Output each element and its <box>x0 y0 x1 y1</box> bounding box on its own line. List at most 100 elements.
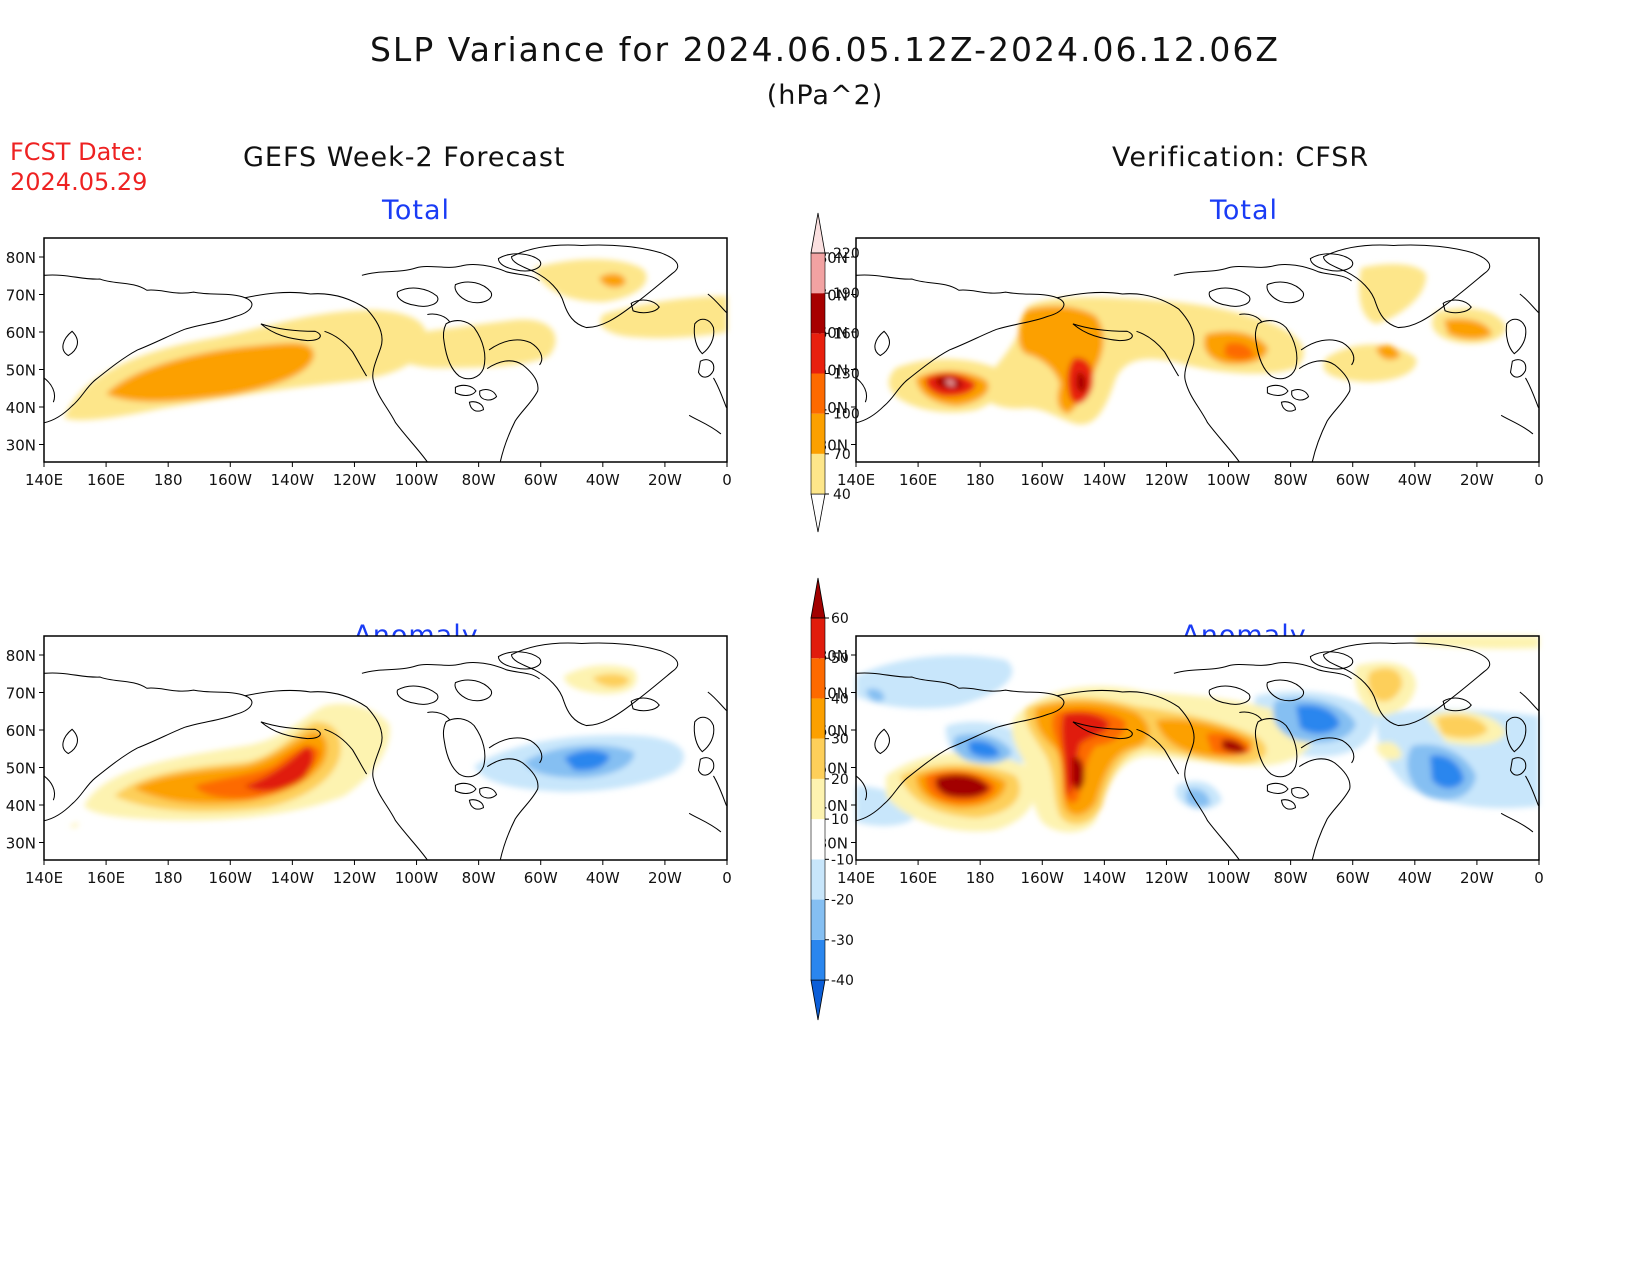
lon-tick-label: 160E <box>87 471 125 489</box>
lon-tick-label: 0 <box>1534 471 1544 489</box>
lon-tick-label: 160W <box>209 869 253 887</box>
lon-tick-label: 40W <box>586 471 620 489</box>
lat-tick-label: 80N <box>6 249 36 267</box>
lon-tick-label: 80W <box>1274 869 1308 887</box>
lon-tick-label: 40W <box>586 869 620 887</box>
lon-tick-label: 120W <box>1145 471 1189 489</box>
panel-title-top-left: Total <box>381 195 451 226</box>
colorbar-tick-label: -30 <box>831 933 854 949</box>
colorbar-tick-label: 220 <box>833 246 860 262</box>
colorbar-bin <box>811 899 825 940</box>
shading-verification-anomaly <box>856 636 1539 833</box>
lon-tick-label: 140E <box>25 471 63 489</box>
lon-tick-label: 100W <box>1207 869 1251 887</box>
lon-tick-label: 100W <box>395 869 439 887</box>
lon-tick-label: 160E <box>899 471 937 489</box>
lon-tick-label: 140E <box>837 869 875 887</box>
shading-verification-total <box>888 264 1506 425</box>
colorbar-bin <box>811 293 825 334</box>
lat-tick-label: 40N <box>6 399 36 417</box>
colorbar-bin <box>811 333 825 374</box>
lon-tick-label: 20W <box>648 869 682 887</box>
lon-tick-label: 20W <box>648 471 682 489</box>
colorbar-tick-label: 60 <box>831 611 849 627</box>
colorbar-tick-label: 30 <box>831 732 849 748</box>
lon-tick-label: 100W <box>395 471 439 489</box>
colorbar-bin <box>810 493 826 533</box>
lon-tick-label: 180 <box>966 471 995 489</box>
lon-tick-label: 140W <box>271 869 315 887</box>
colorbar-bin <box>811 738 825 779</box>
colorbar-bin <box>811 698 825 739</box>
left-column-title: GEFS Week-2 Forecast <box>243 142 566 173</box>
lon-tick-label: 80W <box>462 869 496 887</box>
lat-tick-label: 30N <box>6 835 36 853</box>
lon-tick-label: 40W <box>1398 471 1432 489</box>
colorbar-tick-label: 130 <box>833 367 860 383</box>
lat-tick-label: 50N <box>6 362 36 380</box>
colorbar-tick-label: 20 <box>831 772 849 788</box>
colorbar-tick-label: 40 <box>833 487 851 503</box>
lat-tick-label: 40N <box>6 797 36 815</box>
colorbar-bin <box>811 618 825 659</box>
colorbar-tick-label: -40 <box>831 973 854 989</box>
colorbar-anomaly: -40 -30 -20 -10 10 20 30 40 50 60 <box>810 577 854 1021</box>
right-column-title: Verification: CFSR <box>1112 142 1370 173</box>
lon-tick-label: 160W <box>1021 471 1065 489</box>
colorbar-bin <box>811 373 825 414</box>
colorbar-tick-label: 10 <box>831 812 849 828</box>
colorbar-tick-label: 70 <box>833 447 851 463</box>
colorbar-tick-label: 160 <box>833 326 860 342</box>
colorbar-tick-label: 50 <box>831 651 849 667</box>
lon-tick-label: 160W <box>209 471 253 489</box>
fcst-date-label: FCST Date: <box>10 138 144 166</box>
lon-tick-label: 0 <box>1534 869 1544 887</box>
colorbar-bin <box>811 859 825 900</box>
lon-tick-label: 20W <box>1460 869 1494 887</box>
lon-tick-label: 160E <box>899 869 937 887</box>
main-title: SLP Variance for 2024.06.05.12Z-2024.06.… <box>369 30 1281 69</box>
colorbar-bin <box>811 453 825 494</box>
map-panel-forecast-total <box>43 237 728 463</box>
lon-tick-label: 60W <box>524 471 558 489</box>
lon-tick-label: 80W <box>462 471 496 489</box>
lat-tick-label: 70N <box>6 287 36 305</box>
lon-tick-label: 60W <box>1336 869 1370 887</box>
colorbar-tick-label: -10 <box>831 852 854 868</box>
fcst-date-value: 2024.05.29 <box>10 168 148 196</box>
lon-tick-label: 20W <box>1460 471 1494 489</box>
lat-tick-label: 70N <box>6 685 36 703</box>
lat-tick-label: 30N <box>6 437 36 455</box>
lon-tick-label: 160W <box>1021 869 1065 887</box>
panel-title-top-right: Total <box>1209 195 1279 226</box>
colorbar-total: 40 70 100 130 160 190 220 <box>810 212 860 533</box>
lon-tick-label: 40W <box>1398 869 1432 887</box>
lon-tick-label: 120W <box>333 869 377 887</box>
colorbar-tick-label: 40 <box>831 691 849 707</box>
lon-tick-label: 60W <box>524 869 558 887</box>
lat-tick-label: 60N <box>6 722 36 740</box>
lon-tick-label: 60W <box>1336 471 1370 489</box>
lon-tick-label: 180 <box>154 471 183 489</box>
map-panel-verification-total <box>855 237 1540 463</box>
units-label: (hPa^2) <box>766 80 884 111</box>
lon-tick-label: 160E <box>87 869 125 887</box>
lon-tick-label: 180 <box>154 869 183 887</box>
shading-forecast-anomaly <box>69 665 684 828</box>
lon-tick-label: 120W <box>333 471 377 489</box>
lon-tick-label: 180 <box>966 869 995 887</box>
shading-forecast-total <box>64 259 727 421</box>
colorbar-tick-label: 100 <box>833 407 860 423</box>
lon-tick-label: 0 <box>722 869 732 887</box>
colorbar-bin <box>811 939 825 980</box>
colorbar-bin <box>810 212 826 254</box>
lat-tick-label: 80N <box>6 647 36 665</box>
map-panel-forecast-anomaly <box>43 635 728 861</box>
colorbar-bin <box>810 979 826 1021</box>
lon-tick-label: 120W <box>1145 869 1189 887</box>
lat-tick-label: 60N <box>6 324 36 342</box>
colorbar-bin <box>811 253 825 294</box>
map-panel-verification-anomaly <box>855 635 1540 861</box>
colorbar-bin <box>811 658 825 699</box>
